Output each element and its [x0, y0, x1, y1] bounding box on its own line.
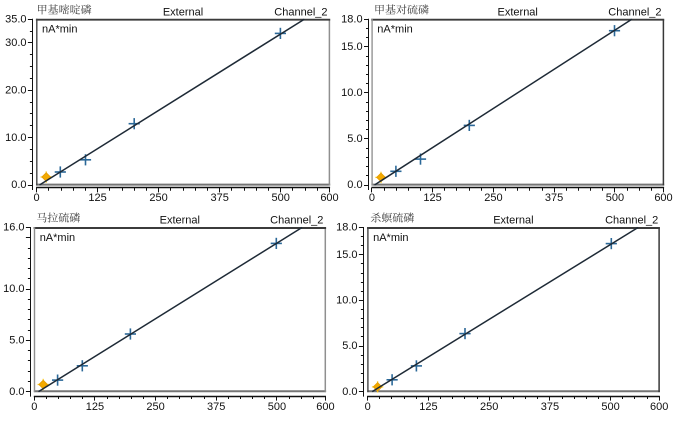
svg-text:18.0: 18.0 — [341, 13, 362, 25]
svg-text:0: 0 — [34, 192, 40, 204]
svg-text:20.0: 20.0 — [5, 85, 26, 97]
svg-text:10.0: 10.0 — [336, 295, 357, 307]
svg-text:External: External — [163, 7, 203, 19]
svg-text:0.0: 0.0 — [347, 179, 362, 191]
svg-text:External: External — [493, 215, 533, 227]
svg-text:0.0: 0.0 — [11, 179, 26, 191]
svg-text:375: 375 — [207, 401, 225, 413]
svg-text:nA*min: nA*min — [40, 232, 75, 244]
svg-text:nA*min: nA*min — [377, 24, 412, 36]
svg-text:500: 500 — [601, 401, 619, 413]
svg-text:nA*min: nA*min — [373, 232, 408, 244]
svg-text:5.0: 5.0 — [9, 335, 24, 347]
svg-text:35.0: 35.0 — [5, 13, 26, 25]
svg-text:250: 250 — [146, 401, 164, 413]
svg-text:0: 0 — [31, 401, 37, 413]
svg-text:30.0: 30.0 — [5, 37, 26, 49]
svg-text:15.0: 15.0 — [336, 249, 357, 261]
svg-text:10.0: 10.0 — [341, 87, 362, 99]
svg-text:5.0: 5.0 — [347, 133, 362, 145]
svg-text:10.0: 10.0 — [3, 283, 24, 295]
svg-text:125: 125 — [423, 192, 441, 204]
svg-text:250: 250 — [484, 192, 502, 204]
svg-text:Channel_2: Channel_2 — [605, 215, 658, 227]
svg-text:250: 250 — [149, 192, 167, 204]
svg-text:18.0: 18.0 — [336, 222, 357, 234]
svg-text:Channel_2: Channel_2 — [270, 215, 323, 227]
svg-text:15.0: 15.0 — [341, 41, 362, 53]
svg-text:600: 600 — [654, 192, 672, 204]
svg-text:0: 0 — [365, 401, 371, 413]
svg-text:Channel_2: Channel_2 — [608, 7, 661, 19]
svg-text:Channel_2: Channel_2 — [274, 7, 327, 19]
svg-text:125: 125 — [88, 192, 106, 204]
svg-text:External: External — [160, 215, 200, 227]
svg-text:375: 375 — [545, 192, 563, 204]
svg-text:125: 125 — [86, 401, 104, 413]
svg-text:0: 0 — [369, 192, 375, 204]
svg-text:0.0: 0.0 — [342, 386, 357, 398]
svg-text:nA*min: nA*min — [42, 24, 77, 36]
svg-text:500: 500 — [268, 401, 286, 413]
svg-text:16.0: 16.0 — [3, 222, 24, 234]
svg-text:600: 600 — [320, 192, 338, 204]
svg-text:10.0: 10.0 — [5, 132, 26, 144]
svg-text:600: 600 — [650, 401, 668, 413]
svg-text:500: 500 — [272, 192, 290, 204]
svg-text:250: 250 — [480, 401, 498, 413]
svg-text:500: 500 — [606, 192, 624, 204]
svg-text:600: 600 — [316, 401, 334, 413]
svg-text:375: 375 — [211, 192, 229, 204]
svg-text:0.0: 0.0 — [9, 386, 24, 398]
svg-text:External: External — [498, 7, 538, 19]
svg-text:5.0: 5.0 — [342, 340, 357, 352]
svg-text:375: 375 — [541, 401, 559, 413]
svg-text:125: 125 — [419, 401, 437, 413]
